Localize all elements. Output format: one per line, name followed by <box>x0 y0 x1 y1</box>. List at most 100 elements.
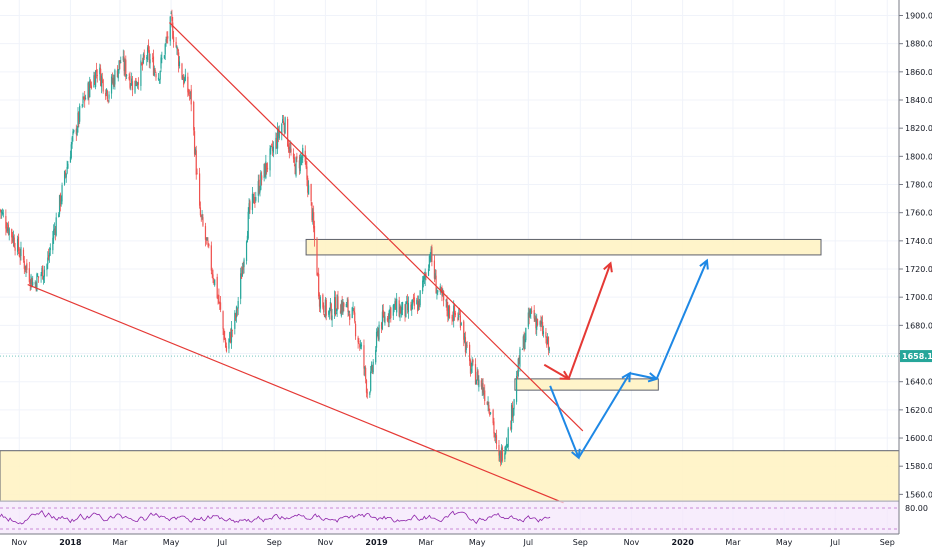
candle-body <box>406 300 409 311</box>
candle-body <box>354 323 357 337</box>
candle-body <box>7 224 9 234</box>
price-tick-label: 1880.00 <box>905 40 932 49</box>
candle-body <box>436 292 438 294</box>
candle-body <box>340 303 342 316</box>
candle-body <box>189 91 191 95</box>
candle-body <box>423 277 425 278</box>
candle-body <box>474 364 477 385</box>
candle-body <box>201 215 203 217</box>
candle-body <box>511 405 513 418</box>
price-tick-label: 1740.00 <box>905 237 932 246</box>
arrow-segment <box>629 372 657 380</box>
candle-body <box>493 421 495 434</box>
candle-body <box>17 236 20 251</box>
candle-body <box>208 243 210 247</box>
time-tick-label: Nov <box>318 538 334 547</box>
candle-body <box>393 304 395 308</box>
candle-body <box>94 75 96 85</box>
candle-body <box>271 144 273 146</box>
price-tick-label: 1640.00 <box>905 378 932 387</box>
candle-body <box>541 321 544 335</box>
candle-body <box>292 153 295 159</box>
time-tick-label: Sep <box>573 538 588 547</box>
candle-body <box>214 279 216 286</box>
candle-body <box>24 266 26 270</box>
candle-body <box>287 144 290 150</box>
price-tick-label: 1780.00 <box>905 181 932 190</box>
candle-body <box>429 257 431 259</box>
candle-body <box>371 366 373 371</box>
candle-body <box>258 179 260 193</box>
candle-body <box>47 257 49 265</box>
candle-body <box>228 338 230 349</box>
candle-body <box>1 212 4 215</box>
candle-body <box>516 377 519 379</box>
candle-body <box>216 276 218 298</box>
candle-body <box>386 318 389 321</box>
candle-body <box>357 337 359 343</box>
candle-body <box>172 22 174 39</box>
candle-body <box>23 260 25 269</box>
candle-body <box>536 318 539 325</box>
candle-body <box>271 146 274 152</box>
candle-body <box>329 302 332 310</box>
price-tick-label: 1720.00 <box>905 265 932 274</box>
candle-body <box>89 82 92 86</box>
candle-body <box>459 315 462 328</box>
candle-body <box>501 447 503 461</box>
last-price-label: 1658.19 <box>902 352 932 361</box>
candle-body <box>431 247 433 263</box>
candle-body <box>106 90 108 100</box>
candle-body <box>266 168 269 169</box>
candle-body <box>113 77 115 86</box>
candle-body <box>407 302 410 312</box>
candle-body <box>377 331 379 339</box>
candle-body <box>249 201 251 210</box>
candle-body <box>247 211 249 239</box>
candle-body <box>316 238 318 276</box>
candle-body <box>166 37 168 39</box>
candle-body <box>318 294 321 307</box>
candle-body <box>348 311 350 313</box>
price-tick-label: 1860.00 <box>905 68 932 77</box>
candle-body <box>31 278 33 288</box>
candle-body <box>147 44 150 52</box>
candle-body <box>255 197 257 201</box>
candle-body <box>49 247 51 251</box>
candle-body <box>88 84 90 98</box>
candle-body <box>184 74 186 81</box>
candle-body <box>547 337 549 344</box>
candle-body <box>243 259 245 268</box>
candle-body <box>396 298 398 313</box>
candle-body <box>146 47 149 60</box>
trendline <box>168 22 584 432</box>
candle-body <box>384 316 386 324</box>
candle-body <box>34 282 36 285</box>
candle-body <box>428 255 430 268</box>
candle-body <box>195 150 197 175</box>
candle-body <box>500 450 502 463</box>
candle-body <box>331 315 333 321</box>
candle-body <box>283 123 285 132</box>
candle-body <box>40 274 42 277</box>
arrow-segment <box>543 363 570 380</box>
candle-body <box>470 368 472 372</box>
candle-body <box>305 161 307 168</box>
trendline <box>27 283 564 504</box>
candle-body <box>411 303 413 310</box>
time-tick-label: Nov <box>624 538 640 547</box>
candle-body <box>294 164 296 175</box>
candle-body <box>210 245 212 271</box>
candle-body <box>48 252 51 257</box>
candle-body <box>269 148 271 171</box>
candle-body <box>495 435 498 444</box>
trendlines <box>0 22 899 504</box>
candle-body <box>157 77 160 80</box>
candle-body <box>542 331 545 335</box>
candle-body <box>196 173 198 175</box>
candle-body <box>328 311 330 315</box>
candle-body <box>454 312 456 315</box>
candle-body <box>60 199 62 204</box>
